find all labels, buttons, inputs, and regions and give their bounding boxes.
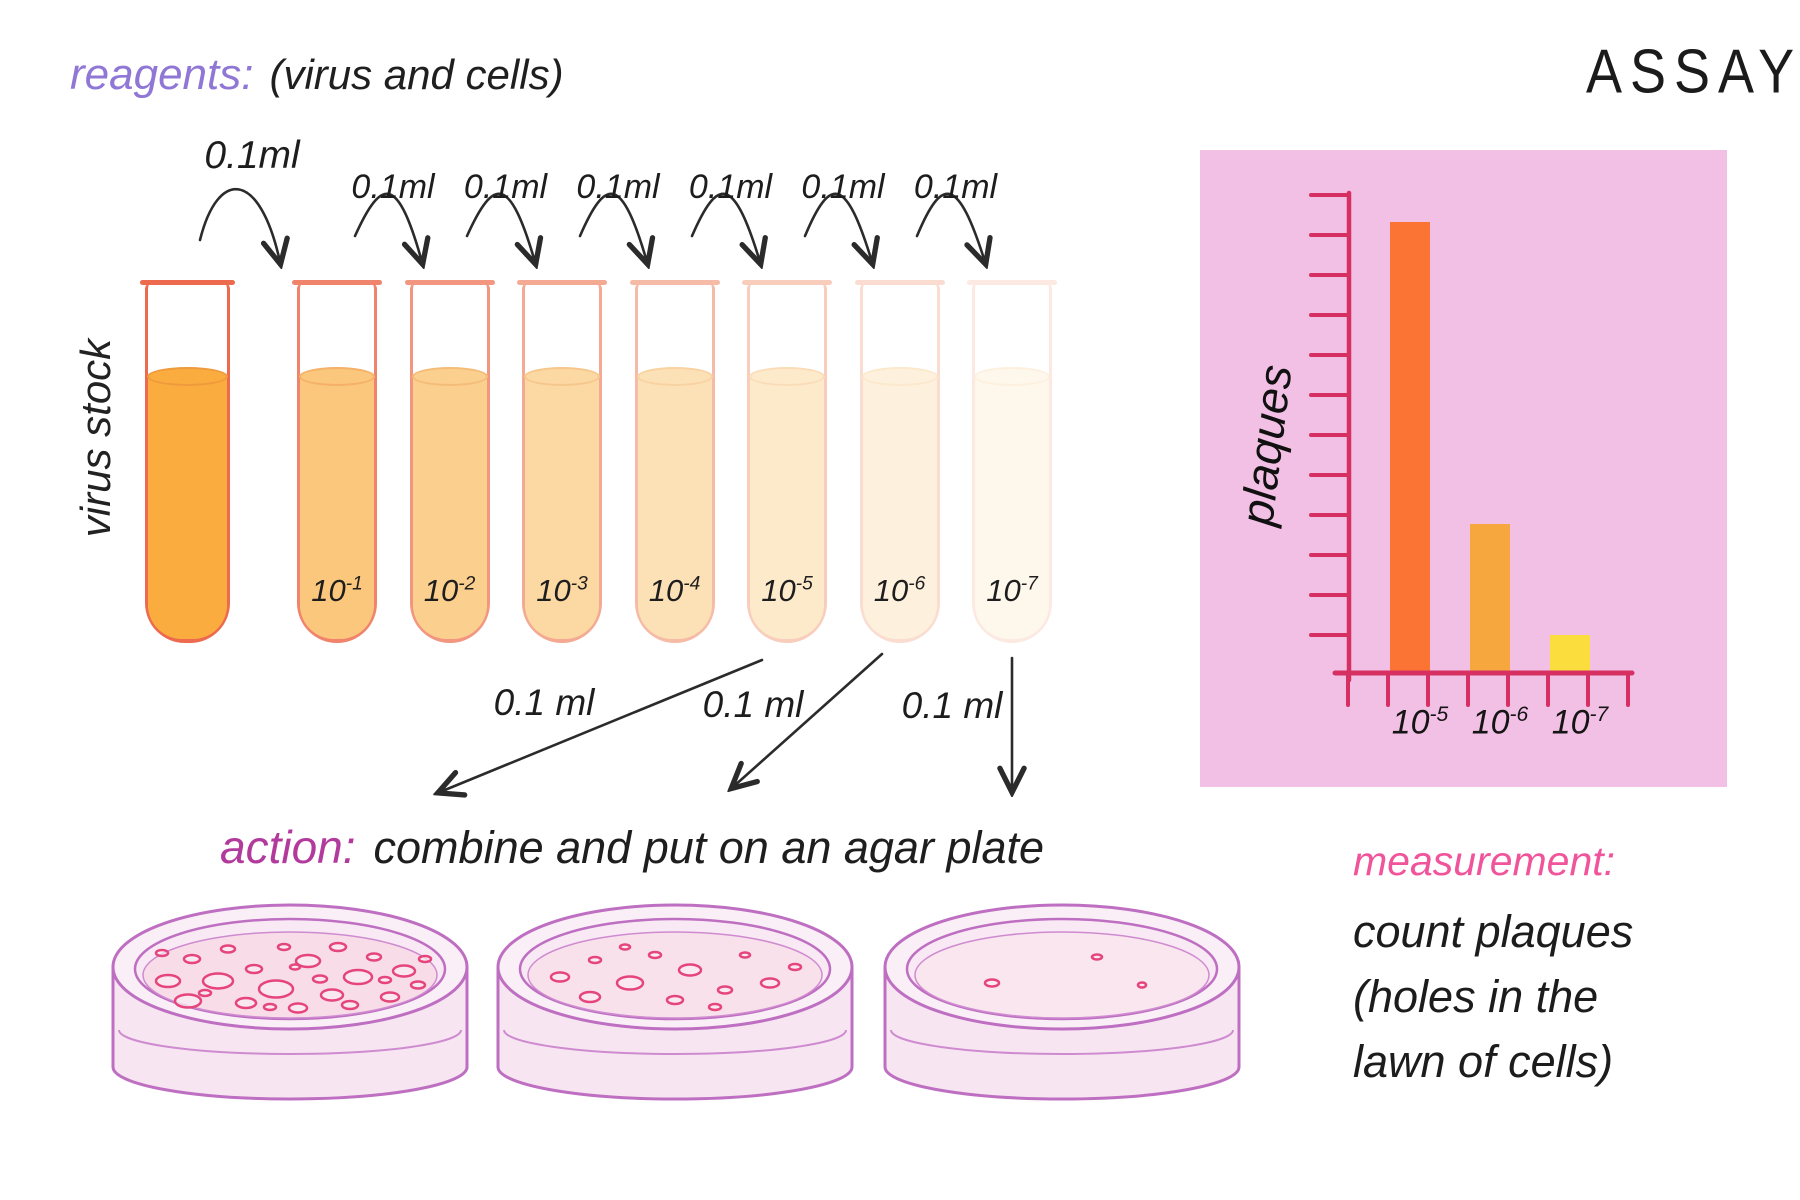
measurement-line: lawn of cells) [1353,1036,1614,1087]
test-tube: 10-2 [404,280,495,643]
liquid-surface [974,367,1050,386]
chart-x-tick-label: 10-5 [1391,703,1449,742]
transfer-volume-label: 0.1ml [688,168,773,206]
tube-dilution-label: 10-5 [761,573,813,608]
transfer-volume-label: 0.1ml [351,168,435,206]
plate-volume-label: 0.1 ml [901,685,1003,726]
tube-dilution-label: 10-1 [311,573,363,608]
liquid-surface [636,367,713,386]
transfer-volume-label: 0.1ml [576,168,660,206]
test-tube: 10-5 [742,280,832,643]
test-tube: 10-6 [854,280,945,643]
tube-liquid [636,367,713,639]
tube-dilution-label: 10-3 [536,573,588,608]
page-title: ASSAY [1586,37,1800,107]
tube-liquid [411,367,488,639]
liquid-surface [524,367,600,386]
reagents-heading: reagents: (virus and cells) [70,50,564,100]
liquid-surface [299,367,375,386]
liquid-surface [749,367,825,386]
virus-stock-label: virus stock [72,338,119,538]
measurement-label: measurement: [1353,838,1616,884]
tube-liquid [524,367,600,639]
tube-liquid [861,367,938,639]
reagents-note: (virus and cells) [269,51,564,98]
liquid-surface [861,367,938,386]
tube-liquid [299,367,375,639]
liquid-surface [411,367,488,386]
action-heading: action: combine and put on an agar plate [220,820,1044,874]
transfer-volume-label: 0.1ml [463,168,548,206]
plate-volume-label: 0.1 ml [702,684,804,725]
tube-dilution-label: 10-6 [873,573,926,608]
plate-volume-label: 0.1 ml [493,682,595,723]
tube-dilution-label: 10-7 [986,573,1038,608]
transfer-volume-label: 0.1ml [204,134,300,177]
test-tube [140,280,235,643]
assay-chart-panel [1200,150,1727,787]
tube-dilution-label: 10-2 [423,573,476,608]
reagents-label: reagents: [70,50,254,99]
test-tube: 10-7 [967,280,1057,643]
action-label: action: [220,821,356,873]
liquid-surface [147,367,228,386]
transfer-volume-label: 0.1ml [801,168,885,206]
measurement-line: count plaques [1353,906,1634,957]
measurement-line: (holes in the [1353,971,1599,1022]
tube-dilution-label: 10-4 [648,573,701,608]
measurement-block: measurement: count plaques (holes in the… [1353,838,1633,1094]
action-text: combine and put on an agar plate [373,822,1045,873]
chart-x-tick-label: 10-6 [1471,703,1529,742]
test-tube: 10-3 [517,280,607,643]
test-tube: 10-1 [292,280,382,643]
tube-liquid [974,367,1050,639]
tube-liquid [749,367,825,639]
chart-x-tick-label: 10-7 [1551,703,1609,742]
test-tube: 10-4 [629,280,720,643]
tube-liquid [147,367,228,639]
transfer-volume-label: 0.1ml [913,168,998,206]
